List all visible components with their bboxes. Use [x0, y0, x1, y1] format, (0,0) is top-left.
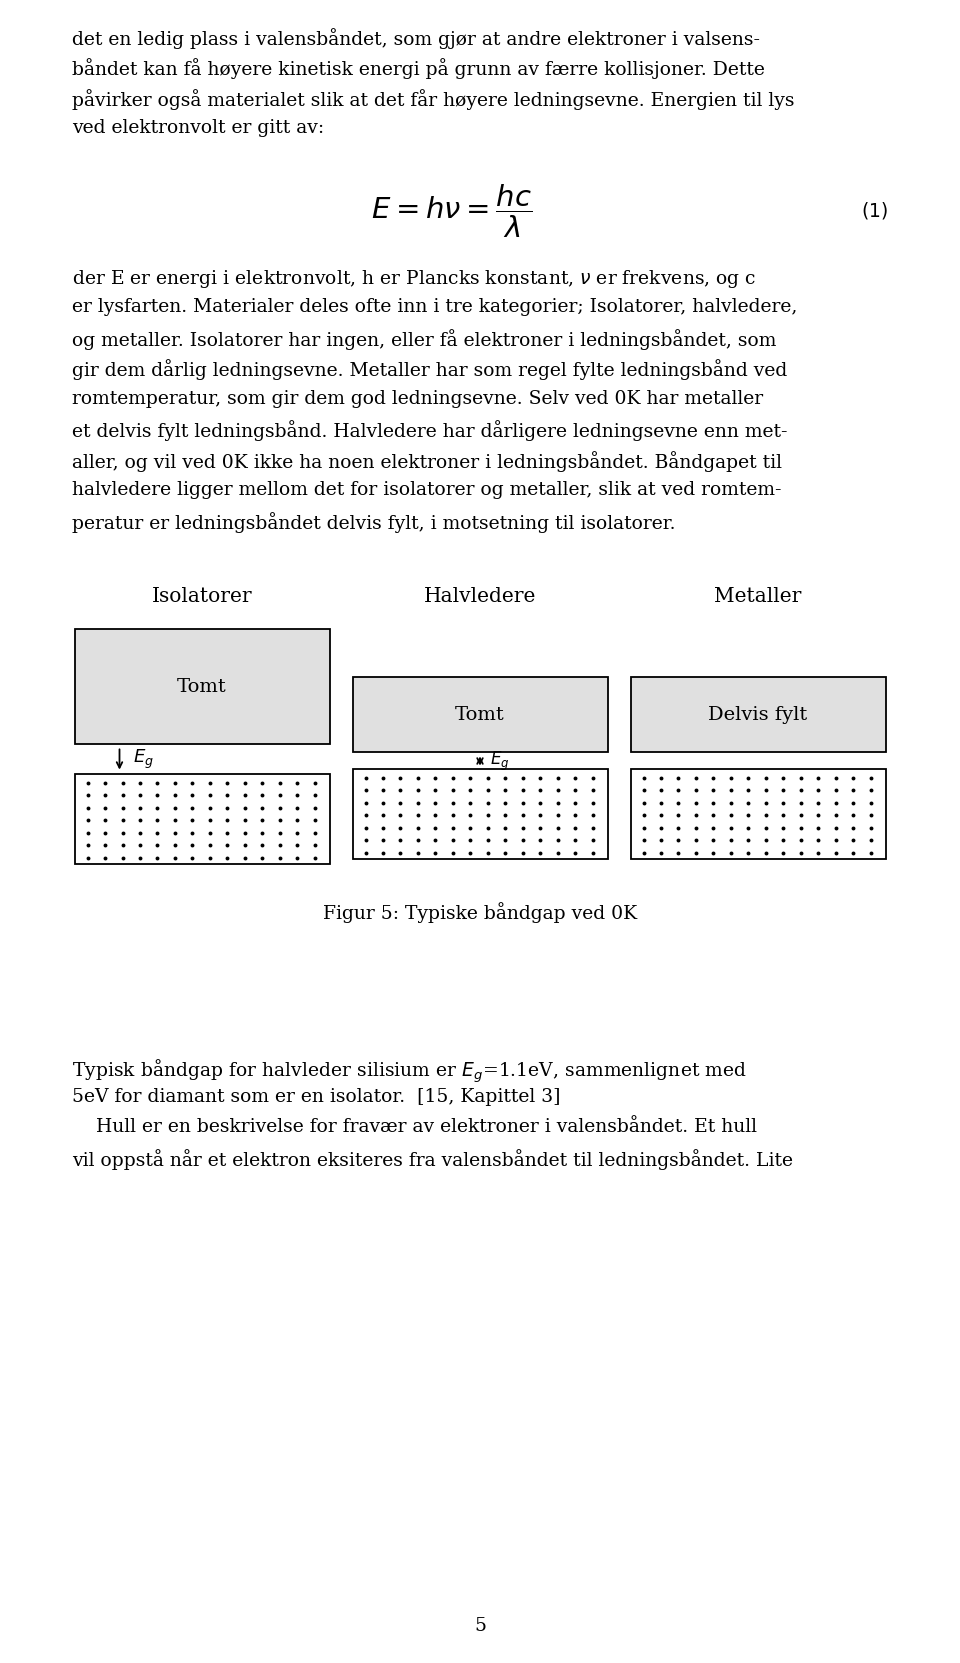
Text: båndet kan få høyere kinetisk energi på grunn av færre kollisjoner. Dette: båndet kan få høyere kinetisk energi på … — [72, 58, 765, 80]
Text: aller, og vil ved 0K ikke ha noen elektroner i ledningsbåndet. Båndgapet til: aller, og vil ved 0K ikke ha noen elektr… — [72, 451, 782, 472]
Text: et delvis fylt ledningsbånd. Halvledere har dårligere ledningsevne enn met-: et delvis fylt ledningsbånd. Halvledere … — [72, 421, 787, 441]
Text: 5: 5 — [474, 1616, 486, 1635]
Text: vil oppstå når et elektron eksiteres fra valensbåndet til ledningsbåndet. Lite: vil oppstå når et elektron eksiteres fra… — [72, 1149, 793, 1171]
Text: peratur er ledningsbåndet delvis fylt, i motsetning til isolatorer.: peratur er ledningsbåndet delvis fylt, i… — [72, 512, 676, 532]
Text: og metaller. Isolatorer har ingen, eller få elektroner i ledningsbåndet, som: og metaller. Isolatorer har ingen, eller… — [72, 329, 777, 349]
Bar — [75, 630, 329, 745]
Text: er lysfarten. Materialer deles ofte inn i tre kategorier; Isolatorer, halvledere: er lysfarten. Materialer deles ofte inn … — [72, 298, 798, 316]
Bar — [352, 770, 608, 860]
Text: romtemperatur, som gir dem god ledningsevne. Selv ved 0K har metaller: romtemperatur, som gir dem god ledningse… — [72, 391, 763, 407]
Text: halvledere ligger mellom det for isolatorer og metaller, slik at ved romtem-: halvledere ligger mellom det for isolato… — [72, 482, 781, 499]
Text: gir dem dårlig ledningsevne. Metaller har som regel fylte ledningsbånd ved: gir dem dårlig ledningsevne. Metaller ha… — [72, 359, 787, 381]
Bar — [352, 677, 608, 752]
Text: $E = h\nu = \dfrac{hc}{\lambda}$: $E = h\nu = \dfrac{hc}{\lambda}$ — [371, 183, 532, 239]
Bar — [631, 770, 885, 860]
Text: Figur 5: Typiske båndgap ved 0K: Figur 5: Typiske båndgap ved 0K — [323, 903, 637, 923]
Text: der E er energi i elektronvolt, h er Plancks konstant, $\nu$ er frekvens, og c: der E er energi i elektronvolt, h er Pla… — [72, 268, 756, 289]
Text: Halvledere: Halvledere — [423, 587, 537, 607]
Text: Metaller: Metaller — [714, 587, 802, 607]
Text: Isolatorer: Isolatorer — [152, 587, 252, 607]
Text: 5eV for diamant som er en isolator.  [15, Kapittel 3]: 5eV for diamant som er en isolator. [15,… — [72, 1088, 561, 1106]
Text: det en ledig plass i valensbåndet, som gjør at andre elektroner i valsens-: det en ledig plass i valensbåndet, som g… — [72, 28, 760, 48]
Text: Tomt: Tomt — [178, 679, 227, 697]
Text: $E_g$: $E_g$ — [132, 748, 154, 772]
Text: Tomt: Tomt — [455, 707, 505, 723]
Text: Typisk båndgap for halvleder silisium er $E_g$=1.1eV, sammenlignet med: Typisk båndgap for halvleder silisium er… — [72, 1058, 747, 1084]
Bar — [75, 775, 329, 865]
Bar — [631, 677, 885, 752]
Text: $(1)$: $(1)$ — [861, 200, 888, 221]
Text: $E_g$: $E_g$ — [490, 750, 510, 773]
Text: ved elektronvolt er gitt av:: ved elektronvolt er gitt av: — [72, 120, 324, 138]
Text: Hull er en beskrivelse for fravær av elektroner i valensbåndet. Et hull: Hull er en beskrivelse for fravær av ele… — [72, 1119, 757, 1136]
Text: påvirker også materialet slik at det får høyere ledningsevne. Energien til lys: påvirker også materialet slik at det får… — [72, 90, 795, 110]
Text: Delvis fylt: Delvis fylt — [708, 707, 807, 723]
